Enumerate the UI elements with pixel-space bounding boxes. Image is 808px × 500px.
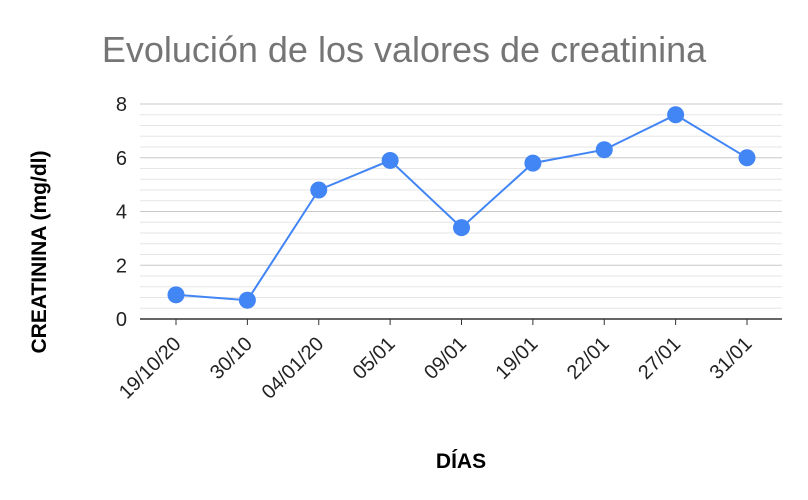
data-points [167,106,756,309]
data-point [167,286,185,304]
y-tick-label: 2 [116,255,127,277]
y-tick-label: 6 [116,148,127,170]
x-tick-label: 31/01 [706,333,757,384]
x-tick-label: 05/01 [349,333,400,384]
data-point [310,181,328,199]
x-tick-label: 27/01 [634,333,685,384]
x-tick-label: 19/01 [491,333,542,384]
data-point [595,141,613,159]
chart-title: Evolución de los valores de creatinina [102,29,707,70]
y-axis-ticks: 0 2 4 6 8 [116,94,127,331]
y-tick-label: 0 [116,309,127,331]
grid [140,103,782,309]
y-tick-label: 8 [116,94,127,116]
x-tick-label: 22/01 [563,333,614,384]
series-line [175,113,748,302]
data-point [667,106,685,124]
x-tick-label: 19/10/20 [115,333,186,404]
data-point [238,291,256,309]
y-axis-title: CREATININA (mg/dl) [28,151,51,354]
x-tick-label: 09/01 [420,333,471,384]
x-tick-label: 30/10 [206,333,257,384]
x-axis-ticks: 19/10/20 30/10 04/01/20 05/01 09/01 19/01 22/0… [115,319,757,404]
x-tick-label: 04/01/20 [258,333,329,404]
data-point [381,151,399,169]
x-axis-title: DÍAS [436,450,486,473]
data-point [738,149,756,167]
data-point [524,154,542,172]
data-point [453,219,470,237]
y-tick-label: 4 [116,202,127,224]
